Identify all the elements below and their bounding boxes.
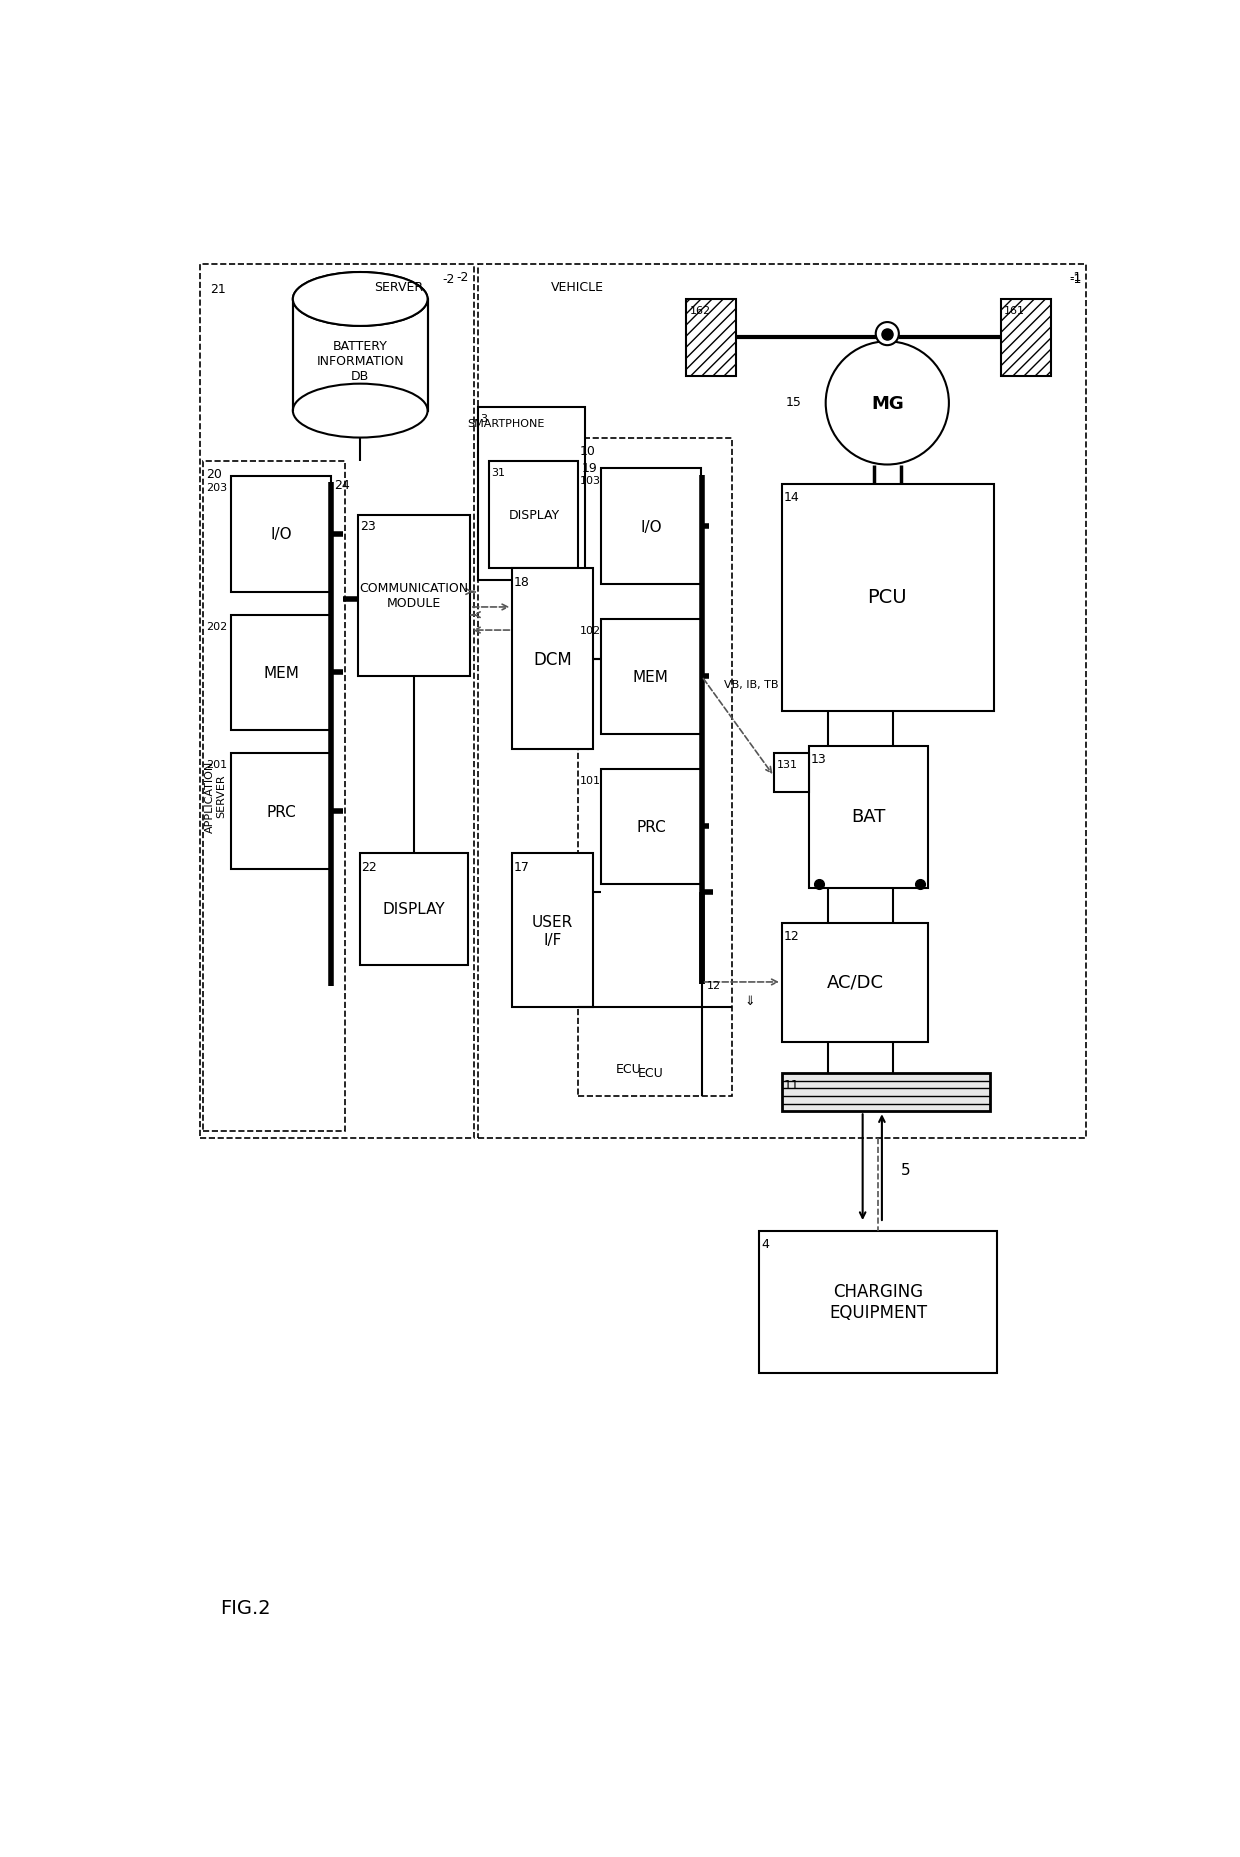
Bar	[360, 854, 467, 966]
Text: 161: 161	[1003, 306, 1024, 316]
Text: 22: 22	[361, 860, 377, 873]
Bar	[781, 485, 993, 711]
Text: 19: 19	[582, 461, 598, 474]
Text: 162: 162	[689, 306, 711, 316]
Bar	[512, 854, 593, 1008]
Text: CHARGING
EQUIPMENT: CHARGING EQUIPMENT	[830, 1283, 928, 1320]
Text: MEM: MEM	[263, 665, 299, 680]
Circle shape	[875, 323, 899, 345]
Text: 20: 20	[206, 468, 222, 481]
Text: 24: 24	[334, 479, 350, 492]
Bar	[477, 266, 1086, 1138]
Bar	[293, 299, 428, 412]
Text: 15: 15	[786, 396, 801, 409]
Bar	[490, 461, 578, 568]
Text: ⇓: ⇓	[745, 993, 755, 1006]
Text: 102: 102	[580, 626, 601, 635]
Text: MG: MG	[870, 396, 904, 412]
Text: I/O: I/O	[270, 527, 293, 542]
Bar	[201, 266, 474, 1138]
Text: 18: 18	[513, 576, 529, 589]
Text: -2: -2	[443, 273, 455, 286]
Text: FIG.2: FIG.2	[219, 1599, 270, 1617]
Bar	[781, 923, 928, 1042]
Circle shape	[826, 342, 949, 466]
Text: AC/DC: AC/DC	[826, 973, 883, 992]
Text: APPLICATION
SERVER: APPLICATION SERVER	[205, 760, 227, 832]
Text: 203: 203	[206, 483, 227, 492]
Text: 202: 202	[206, 622, 227, 631]
Text: 4: 4	[761, 1237, 769, 1250]
Text: -2: -2	[456, 271, 469, 284]
Bar	[578, 438, 732, 1096]
Text: PRC: PRC	[636, 819, 666, 834]
Text: 131: 131	[776, 760, 797, 771]
Bar	[781, 1073, 990, 1112]
Text: DCM: DCM	[533, 650, 572, 669]
Bar	[358, 514, 470, 678]
Ellipse shape	[293, 384, 428, 438]
Text: VB, IB, TB: VB, IB, TB	[724, 680, 779, 689]
Ellipse shape	[293, 273, 428, 327]
Text: DISPLAY: DISPLAY	[508, 509, 559, 522]
Bar	[808, 747, 928, 888]
Text: BAT: BAT	[851, 808, 885, 826]
Ellipse shape	[293, 273, 428, 327]
Text: SERVER: SERVER	[373, 280, 423, 293]
Bar	[686, 299, 735, 377]
Text: 12: 12	[707, 980, 720, 992]
Text: 31: 31	[491, 468, 505, 477]
Text: 10: 10	[580, 444, 596, 457]
Text: I/O: I/O	[640, 520, 662, 535]
Bar	[1001, 299, 1052, 377]
Text: -1: -1	[1070, 273, 1083, 286]
Text: BATTERY
INFORMATION
DB: BATTERY INFORMATION DB	[316, 340, 404, 383]
Text: COMMUNICATION
MODULE: COMMUNICATION MODULE	[360, 581, 469, 611]
Text: 23: 23	[360, 520, 376, 533]
Text: 5: 5	[901, 1162, 910, 1177]
Text: -1: -1	[1070, 271, 1083, 284]
Text: USER
I/F: USER I/F	[532, 916, 573, 947]
Bar	[477, 407, 585, 581]
Text: SMARTPHONE: SMARTPHONE	[467, 420, 544, 429]
Text: 13: 13	[811, 752, 827, 765]
Text: 12: 12	[784, 928, 800, 941]
Text: 101: 101	[580, 776, 601, 786]
Text: VEHICLE: VEHICLE	[551, 280, 604, 293]
Bar	[601, 618, 701, 735]
Bar	[759, 1231, 997, 1374]
Bar	[231, 477, 331, 592]
Text: 3: 3	[480, 414, 487, 423]
Text: PRC: PRC	[267, 804, 296, 819]
Bar	[231, 615, 331, 732]
Text: PCU: PCU	[868, 589, 908, 607]
Text: DISPLAY: DISPLAY	[382, 903, 445, 917]
Bar	[601, 769, 701, 884]
Text: 21: 21	[211, 282, 226, 295]
Bar	[231, 754, 331, 869]
Text: MEM: MEM	[632, 669, 668, 685]
Text: 17: 17	[513, 860, 529, 873]
Text: ECU: ECU	[639, 1066, 663, 1079]
Bar	[512, 568, 593, 750]
Bar	[774, 754, 808, 793]
Text: 14: 14	[784, 490, 800, 503]
Bar	[601, 470, 701, 585]
Bar	[203, 461, 345, 1131]
Text: 103: 103	[580, 475, 601, 485]
Text: ECU: ECU	[616, 1062, 642, 1075]
Text: 11: 11	[784, 1079, 800, 1092]
Text: 201: 201	[206, 760, 227, 771]
